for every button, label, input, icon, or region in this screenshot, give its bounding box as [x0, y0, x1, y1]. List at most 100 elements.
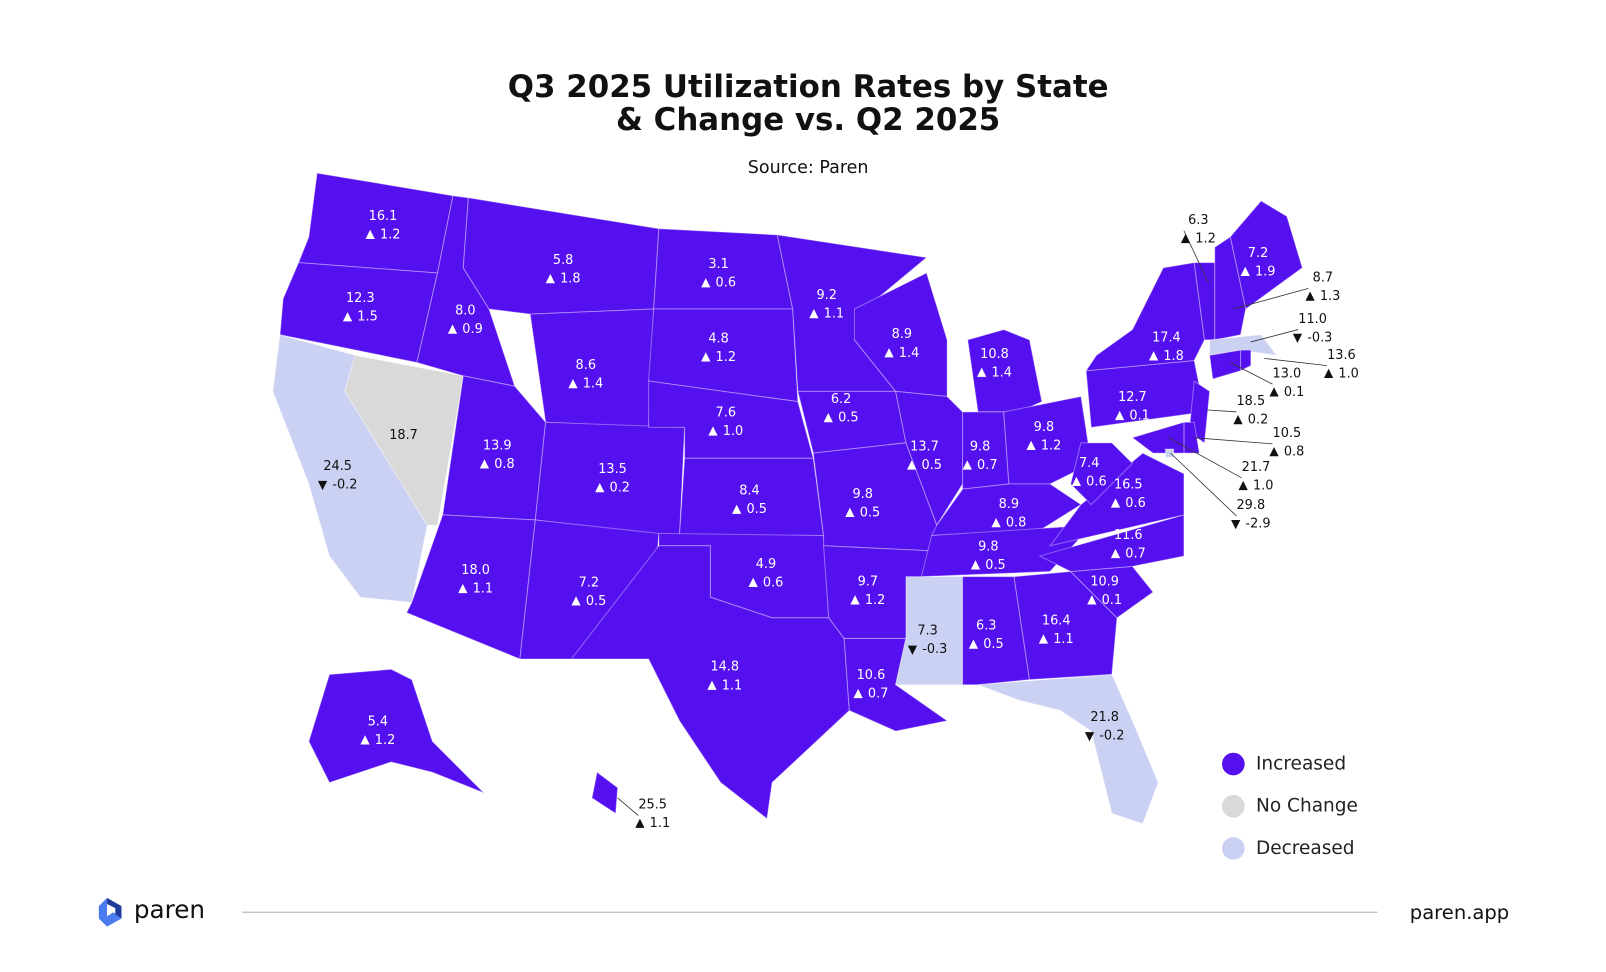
- state-value: 10.5: [1273, 426, 1302, 441]
- change-arrow: [977, 367, 987, 377]
- state: [1214, 236, 1247, 341]
- state-value: 6.2: [831, 392, 851, 407]
- state-change: 1.5: [357, 310, 377, 325]
- change-arrow: [1110, 498, 1121, 508]
- state-change: 1.4: [583, 377, 603, 392]
- state-change: 1.2: [375, 733, 395, 748]
- states: [272, 172, 1303, 825]
- state-value: 10.9: [1090, 574, 1119, 589]
- change-arrow: [884, 348, 894, 358]
- state-value: 8.6: [576, 358, 596, 373]
- change-arrow: [907, 645, 918, 655]
- state: [1038, 514, 1185, 573]
- state-value: 7.4: [1079, 456, 1099, 471]
- state-change: 1.2: [865, 593, 885, 608]
- state-value: 21.7: [1242, 460, 1271, 475]
- legend-swatch: [1222, 752, 1245, 776]
- state: [1070, 442, 1134, 506]
- state-change: -0.2: [332, 478, 357, 493]
- state-value: 13.6: [1327, 348, 1356, 363]
- state-value: 6.3: [1188, 213, 1208, 228]
- change-arrow: [568, 378, 578, 389]
- change-arrow: [1115, 410, 1125, 421]
- state-value: 9.7: [858, 574, 878, 589]
- state: [977, 673, 1159, 825]
- state: [895, 576, 964, 686]
- change-arrow: [809, 308, 819, 319]
- change-arrow: [1071, 476, 1082, 487]
- change-arrow: [317, 480, 328, 491]
- title: Q3 2025 Utilization Rates by State: [508, 69, 1109, 105]
- state-labels: 16.1 1.2 12.3 1.5 24.5 -0.2 18.7 8.0 0.9 5.8 1.8 8.…: [317, 209, 1359, 831]
- state-value: 13.7: [910, 439, 939, 454]
- brand: paren: [134, 895, 205, 924]
- state-change: 1.4: [899, 346, 919, 361]
- change-arrow: [1269, 446, 1279, 457]
- state-change: 1.0: [1253, 479, 1273, 494]
- state: [308, 668, 485, 794]
- state-value: 9.2: [816, 288, 836, 303]
- state: [1240, 349, 1252, 372]
- leader-line: [1170, 452, 1237, 517]
- state-value: 8.7: [1313, 271, 1333, 286]
- legend-label: Increased: [1256, 754, 1346, 775]
- state-change: 0.5: [838, 411, 858, 426]
- change-arrow: [732, 504, 742, 514]
- change-arrow: [845, 507, 855, 517]
- change-arrow: [1323, 368, 1334, 378]
- state-change: 0.6: [1086, 474, 1106, 489]
- leader-line: [1206, 409, 1237, 413]
- state-change: 1.8: [1163, 349, 1183, 364]
- state-change: 0.2: [1248, 413, 1268, 428]
- change-arrow: [907, 460, 917, 470]
- state-change: 1.1: [1053, 632, 1073, 647]
- state-value: 5.4: [368, 714, 388, 729]
- state-value: 16.4: [1042, 613, 1071, 628]
- state-change: 0.6: [763, 575, 783, 590]
- state-value: 12.7: [1118, 390, 1147, 405]
- state-value: 9.8: [970, 439, 990, 454]
- legend-swatch: [1222, 794, 1245, 818]
- leader-line: [1168, 437, 1242, 479]
- change-arrow: [1084, 732, 1095, 742]
- state-value: 9.8: [852, 487, 872, 502]
- state-change: 0.7: [868, 687, 888, 702]
- change-arrow: [823, 412, 833, 423]
- change-arrow: [1180, 233, 1191, 244]
- change-arrow: [707, 680, 717, 690]
- change-arrow: [458, 583, 468, 594]
- change-arrow: [479, 459, 490, 469]
- state: [1003, 395, 1092, 485]
- change-arrow: [701, 278, 711, 288]
- state-value: 8.0: [455, 304, 475, 319]
- state-change: 1.2: [380, 227, 400, 242]
- change-arrow: [595, 482, 605, 493]
- state: [1209, 349, 1242, 380]
- change-arrow: [360, 735, 370, 745]
- change-arrow: [968, 639, 979, 649]
- state-change: 0.5: [985, 558, 1005, 573]
- change-arrow: [708, 426, 718, 436]
- change-arrow: [1269, 387, 1279, 397]
- state-value: 11.0: [1298, 312, 1327, 327]
- state-change: -0.3: [922, 642, 947, 657]
- state-value: 29.8: [1237, 498, 1266, 513]
- leader-line: [1250, 329, 1299, 343]
- change-arrow: [342, 312, 353, 322]
- state: [1085, 262, 1206, 372]
- change-arrow: [447, 324, 458, 334]
- state-value: 18.5: [1237, 394, 1266, 409]
- state-value: 8.4: [739, 484, 759, 499]
- change-arrow: [1087, 595, 1097, 605]
- change-arrow: [635, 818, 645, 828]
- state-change: 0.9: [462, 322, 482, 337]
- change-arrow: [748, 577, 758, 587]
- footer-url: paren.app: [1410, 901, 1509, 924]
- state-value: 12.3: [346, 291, 375, 306]
- state-value: 7.6: [716, 405, 736, 420]
- leader-line: [1230, 362, 1273, 385]
- state-change: 0.5: [860, 505, 880, 520]
- state-value: 21.8: [1090, 710, 1119, 725]
- state-change: 1.0: [1338, 366, 1358, 381]
- legend: Increased No Change Decreased: [1222, 752, 1358, 860]
